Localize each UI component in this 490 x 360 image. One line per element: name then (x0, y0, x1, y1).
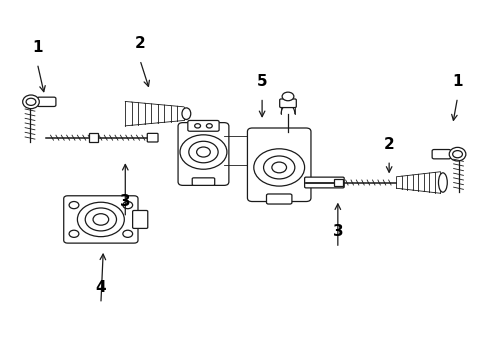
FancyBboxPatch shape (133, 211, 148, 228)
Text: 1: 1 (32, 40, 43, 55)
FancyBboxPatch shape (64, 196, 138, 243)
Circle shape (282, 92, 294, 101)
Circle shape (264, 156, 295, 179)
FancyBboxPatch shape (432, 149, 451, 159)
Circle shape (195, 124, 200, 128)
Circle shape (272, 162, 287, 173)
Circle shape (453, 150, 463, 158)
FancyBboxPatch shape (188, 121, 219, 131)
Text: 4: 4 (96, 280, 106, 295)
Circle shape (69, 202, 79, 209)
Ellipse shape (23, 95, 39, 109)
FancyBboxPatch shape (89, 134, 98, 142)
Text: 1: 1 (452, 74, 463, 89)
FancyBboxPatch shape (280, 99, 296, 108)
FancyBboxPatch shape (267, 194, 292, 204)
Ellipse shape (439, 173, 447, 192)
Circle shape (85, 208, 117, 231)
Text: 2: 2 (384, 137, 394, 152)
Circle shape (123, 202, 133, 209)
Circle shape (26, 98, 36, 105)
FancyBboxPatch shape (247, 128, 311, 202)
Text: 3: 3 (120, 194, 131, 209)
Circle shape (180, 135, 227, 169)
Circle shape (189, 141, 218, 163)
Circle shape (206, 124, 212, 128)
Circle shape (123, 230, 133, 237)
Text: 3: 3 (333, 225, 343, 239)
Circle shape (254, 149, 305, 186)
FancyBboxPatch shape (147, 134, 158, 142)
Ellipse shape (449, 147, 466, 161)
FancyBboxPatch shape (178, 123, 229, 185)
FancyBboxPatch shape (37, 97, 56, 107)
Text: 2: 2 (135, 36, 146, 51)
Text: 5: 5 (257, 74, 268, 89)
FancyBboxPatch shape (192, 178, 215, 185)
FancyBboxPatch shape (334, 179, 343, 186)
Circle shape (196, 147, 210, 157)
FancyBboxPatch shape (305, 177, 344, 188)
Circle shape (69, 230, 79, 237)
Circle shape (93, 214, 109, 225)
Circle shape (77, 202, 124, 237)
Ellipse shape (182, 108, 191, 120)
